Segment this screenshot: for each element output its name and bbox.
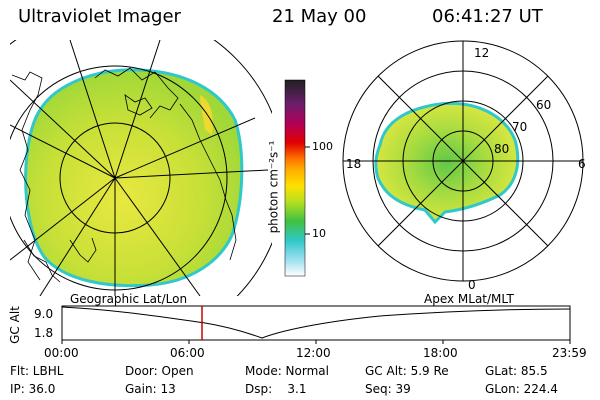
seq-info: Seq: 39 [365,382,411,396]
mlt-label-18: 18 [346,157,362,171]
mlt-label-0: 0 [468,278,476,292]
y-tick-min: 1.8 [34,326,54,340]
gc-alt-info: GC Alt: 5.9 Re [365,364,449,378]
aurora-image-geo [24,68,244,288]
altitude-timeline [61,305,571,344]
lat-label-60: 60 [536,98,552,112]
mlt-label-6: 6 [578,157,586,171]
colorbar-unit-label: photon cm⁻²s⁻¹ [266,140,281,234]
colorbar [284,79,306,277]
glat-info: GLat: 85.5 [485,364,548,378]
apex-title: Apex MLat/MLT [424,292,514,306]
colorbar-tick-100: 100 [312,140,333,153]
gain-info: Gain: 13 [125,382,176,396]
aurora-image-polar [374,101,520,225]
lat-label-80: 80 [494,142,510,156]
lat-label-70: 70 [512,120,528,134]
glon-info: GLon: 224.4 [485,382,558,396]
filter-info: Flt: LBHL [10,364,64,378]
y-tick-max: 9.0 [34,307,54,321]
x-tick-1200: 12:00 [296,346,331,360]
date-label: 21 May 00 [272,6,367,27]
geographic-map [10,40,272,296]
gc-alt-axis-label: GC Alt [7,306,22,344]
x-tick-1800: 18:00 [423,346,458,360]
polar-plot [342,40,584,282]
x-tick-0600: 06:00 [170,346,205,360]
x-tick-0000: 00:00 [44,346,79,360]
ip-info: IP: 36.0 [10,382,56,396]
time-label: 06:41:27 UT [432,6,543,27]
instrument-title: Ultraviolet Imager [18,6,181,27]
mode-info: Mode: Normal [245,364,329,378]
geographic-title: Geographic Lat/Lon [70,292,188,306]
mlt-label-12: 12 [474,46,490,60]
colorbar-tick-10: 10 [312,227,326,240]
door-info: Door: Open [125,364,194,378]
dsp-info: Dsp: 3.1 [245,382,307,396]
x-tick-2359: 23:59 [552,346,587,360]
